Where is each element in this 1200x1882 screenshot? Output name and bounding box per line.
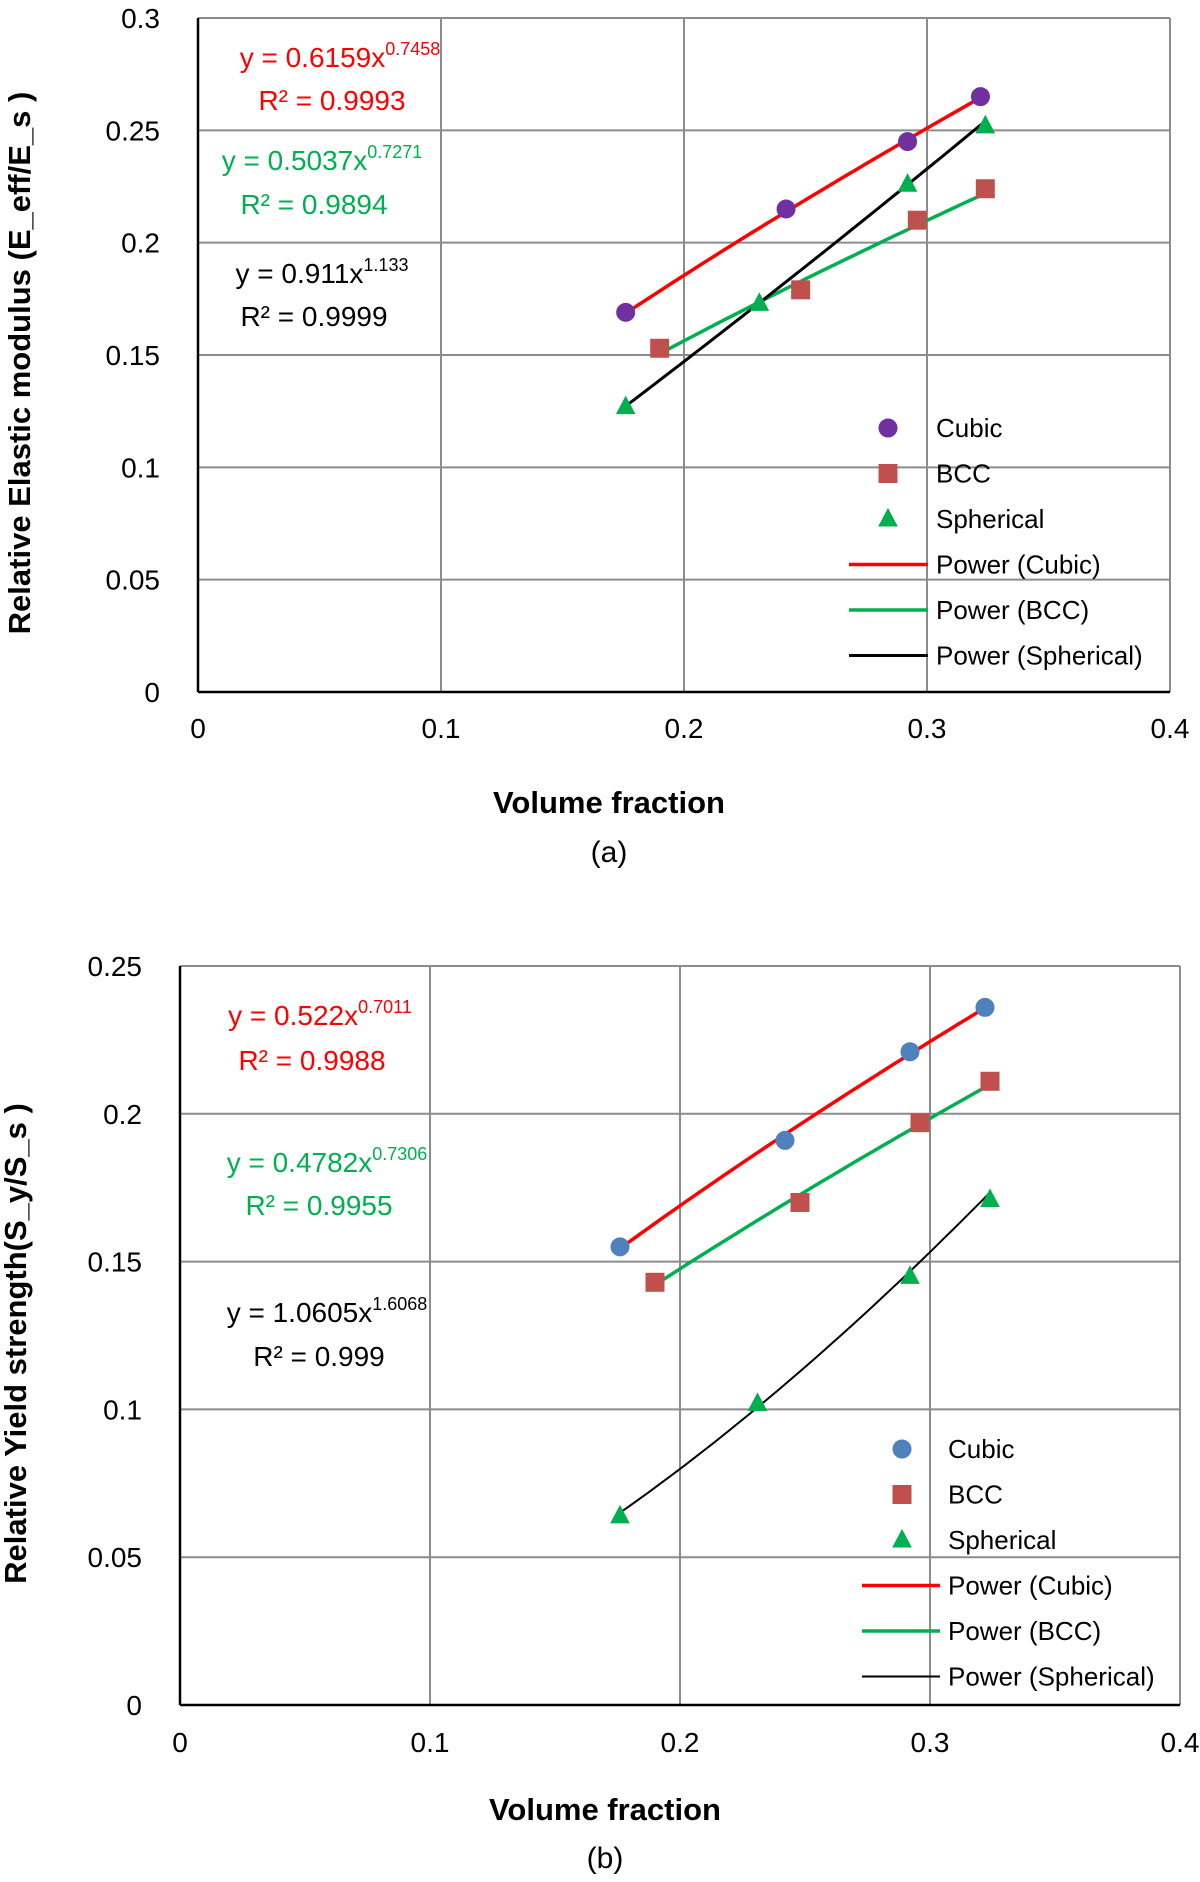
legend-label: Spherical xyxy=(948,1525,1056,1555)
x-tick-label: 0 xyxy=(190,713,206,744)
legend-label: Power (BCC) xyxy=(936,595,1089,625)
gridlines xyxy=(180,965,1181,1705)
legend-label: Power (Spherical) xyxy=(936,641,1143,671)
legend-marker-bcc xyxy=(892,1485,912,1504)
x-tick-label: 0.1 xyxy=(411,1727,450,1758)
x-axis-title: Volume fraction xyxy=(493,785,725,820)
x-tick-label: 0 xyxy=(172,1727,188,1758)
y-tick-label: 0.05 xyxy=(106,565,161,596)
legend-label: Power (Cubic) xyxy=(948,1571,1113,1601)
y-tick-label: 0 xyxy=(126,1690,142,1721)
legend-marker-bcc xyxy=(878,464,898,483)
legend-marker-spherical xyxy=(892,1528,912,1548)
trendline xyxy=(618,1006,986,1250)
data-point-spherical xyxy=(747,1392,768,1411)
data-point-cubic xyxy=(900,1042,920,1062)
legend-label: Power (BCC) xyxy=(948,1616,1101,1646)
y-tick-label: 0 xyxy=(144,677,160,708)
data-point-bcc xyxy=(645,1272,665,1292)
trendline-r-squared: R² = 0.9993 xyxy=(258,85,405,116)
trendline-equation: y = 0.911x1.133 xyxy=(236,255,409,289)
y-tick-label: 0.15 xyxy=(106,340,161,371)
legend-marker-cubic xyxy=(878,418,898,438)
chart-panel-a: 0 0.05 0.1 0.15 0.2 0.25 0.3 0 0.1 0.2 0.3 0.4 Volum… xyxy=(2,3,1189,869)
legend-label: Power (Spherical) xyxy=(948,1662,1155,1692)
legend-label: Cubic xyxy=(948,1434,1014,1464)
legend: Cubic BCC Spherical Power (Cubic) Power (BCC… xyxy=(862,1434,1155,1692)
legend-label: Cubic xyxy=(936,413,1002,443)
y-axis-title: Relative Yield strength(S_y/S_s ) xyxy=(0,1103,33,1584)
data-point-cubic xyxy=(970,87,990,107)
data-point-bcc xyxy=(650,338,670,358)
trendline-r-squared: R² = 0.9955 xyxy=(245,1190,392,1221)
x-tick-label: 0.3 xyxy=(908,713,947,744)
x-tick-label: 0.2 xyxy=(661,1727,700,1758)
trendline-r-squared: R² = 0.9894 xyxy=(240,189,387,220)
data-point-bcc xyxy=(910,1113,930,1133)
y-tick-label: 0.1 xyxy=(121,452,160,483)
y-tick-label: 0.2 xyxy=(121,228,160,259)
y-tick-label: 0.05 xyxy=(88,1542,143,1573)
data-point-spherical xyxy=(975,114,996,134)
data-point-bcc xyxy=(975,179,995,199)
legend-marker-cubic xyxy=(892,1439,912,1459)
panel-label: (b) xyxy=(587,1842,624,1875)
y-tick-label: 0.2 xyxy=(103,1099,142,1130)
trendline-equation: y = 0.6159x0.7458 xyxy=(240,39,441,73)
y-axis-title: Relative Elastic modulus (E_eff/E_s ) xyxy=(2,92,37,635)
legend: Cubic BCC Spherical Power (Cubic) Power (BCC… xyxy=(849,413,1143,671)
trendline-equation: y = 0.5037x0.7271 xyxy=(222,142,423,176)
trendline-r-squared: R² = 0.9999 xyxy=(240,301,387,332)
legend-label: BCC xyxy=(936,459,991,489)
data-point-spherical xyxy=(610,1504,630,1524)
gridlines xyxy=(198,17,1171,692)
data-point-spherical xyxy=(615,395,636,415)
x-tick-label: 0.2 xyxy=(665,713,704,744)
legend-label: Power (Cubic) xyxy=(936,550,1101,580)
data-point-cubic xyxy=(898,132,918,152)
legend-marker-spherical xyxy=(878,507,898,527)
data-point-bcc xyxy=(790,1192,810,1212)
data-point-spherical xyxy=(900,1265,920,1284)
y-tick-label: 0.15 xyxy=(88,1247,143,1278)
trendline xyxy=(624,120,987,408)
panel-label: (a) xyxy=(591,836,628,869)
data-point-cubic xyxy=(616,302,636,322)
x-axis-title: Volume fraction xyxy=(489,1792,721,1827)
legend-label: Spherical xyxy=(936,504,1044,534)
data-point-cubic xyxy=(975,997,995,1017)
data-point-cubic xyxy=(776,199,796,219)
trendline xyxy=(654,1082,991,1287)
x-tick-label: 0.4 xyxy=(1161,1727,1200,1758)
x-tick-label: 0.1 xyxy=(422,713,461,744)
trendline-r-squared: R² = 0.999 xyxy=(253,1341,385,1372)
y-tick-label: 0.25 xyxy=(106,115,161,146)
y-tick-label: 0.1 xyxy=(103,1394,142,1425)
legend-label: BCC xyxy=(948,1480,1003,1510)
trendline xyxy=(624,96,982,315)
data-point-bcc xyxy=(980,1071,1000,1091)
data-point-cubic xyxy=(610,1237,630,1257)
trendline-equation: y = 0.522x0.7011 xyxy=(228,997,412,1031)
trendline-equation: y = 0.4782x0.7306 xyxy=(227,1144,428,1178)
trendline xyxy=(619,1191,991,1514)
chart-panel-b: 0 0.05 0.1 0.15 0.2 0.25 0 0.1 0.2 0.3 0.4 Volume f… xyxy=(0,951,1199,1875)
x-tick-label: 0.4 xyxy=(1151,713,1190,744)
data-point-bcc xyxy=(907,210,927,230)
trendline xyxy=(658,191,987,356)
data-point-spherical xyxy=(749,292,770,311)
y-tick-label: 0.25 xyxy=(88,951,143,982)
data-point-spherical xyxy=(897,173,918,192)
trendline-r-squared: R² = 0.9988 xyxy=(238,1045,385,1076)
x-tick-label: 0.3 xyxy=(911,1727,950,1758)
trendline-equation: y = 1.0605x1.6068 xyxy=(227,1294,428,1328)
data-point-cubic xyxy=(775,1130,795,1150)
data-point-spherical xyxy=(980,1188,1000,1208)
data-point-bcc xyxy=(791,280,811,300)
y-tick-label: 0.3 xyxy=(121,3,160,34)
